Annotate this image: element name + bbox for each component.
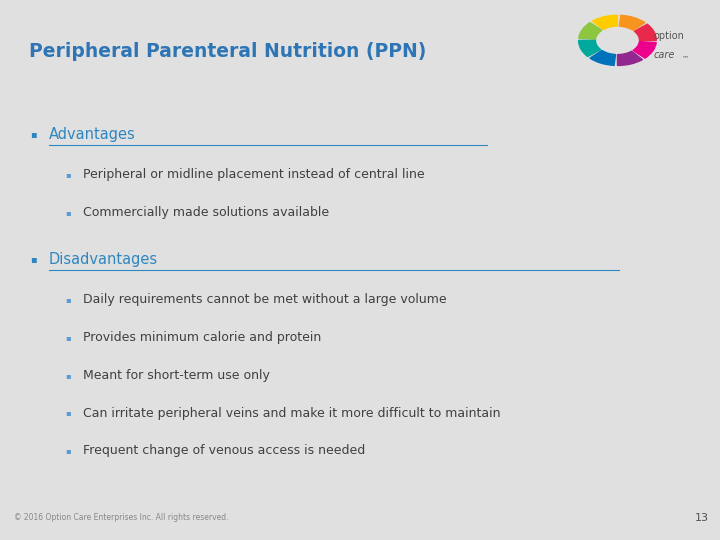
Text: option: option: [654, 31, 685, 41]
Wedge shape: [634, 24, 657, 40]
Text: © 2016 Option Care Enterprises Inc. All rights reserved.: © 2016 Option Care Enterprises Inc. All …: [14, 513, 229, 522]
Text: Commercially made solutions available: Commercially made solutions available: [83, 206, 329, 219]
Text: Frequent change of venous access is needed: Frequent change of venous access is need…: [83, 444, 365, 457]
Text: Daily requirements cannot be met without a large volume: Daily requirements cannot be met without…: [83, 293, 446, 306]
Text: Peripheral Parenteral Nutrition (PPN): Peripheral Parenteral Nutrition (PPN): [29, 42, 426, 61]
Text: ™: ™: [683, 55, 689, 61]
Text: ▪: ▪: [65, 408, 71, 417]
Wedge shape: [579, 23, 602, 39]
Text: ▪: ▪: [65, 295, 71, 304]
Wedge shape: [633, 42, 656, 58]
Text: Meant for short-term use only: Meant for short-term use only: [83, 369, 270, 382]
Text: ▪: ▪: [65, 170, 71, 179]
Text: ▪: ▪: [65, 333, 71, 342]
Text: ▪: ▪: [65, 446, 71, 455]
Text: Advantages: Advantages: [49, 126, 135, 141]
Text: ▪: ▪: [30, 254, 37, 264]
Text: Provides minimum calorie and protein: Provides minimum calorie and protein: [83, 331, 321, 344]
Text: ▪: ▪: [65, 371, 71, 380]
Wedge shape: [593, 15, 618, 30]
Wedge shape: [618, 51, 642, 65]
Text: Can irritate peripheral veins and make it more difficult to maintain: Can irritate peripheral veins and make i…: [83, 407, 500, 420]
Text: Disadvantages: Disadvantages: [49, 252, 158, 267]
Text: ▪: ▪: [65, 208, 71, 217]
Text: Peripheral or midline placement instead of central line: Peripheral or midline placement instead …: [83, 168, 424, 181]
Wedge shape: [590, 50, 616, 65]
Text: ▪: ▪: [30, 129, 37, 139]
Text: 13: 13: [696, 512, 709, 523]
Wedge shape: [619, 15, 645, 30]
Text: care: care: [654, 50, 675, 59]
Wedge shape: [579, 40, 600, 57]
